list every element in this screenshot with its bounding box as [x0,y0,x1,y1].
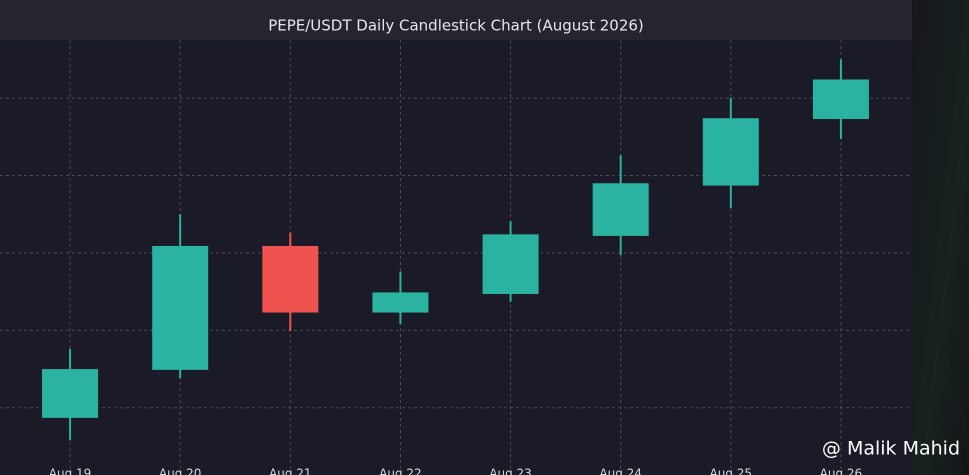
candle-body [482,234,539,294]
x-tick-label: Aug 22 [379,467,422,475]
candle-body [42,369,99,418]
x-tick-label: Aug 24 [599,467,642,475]
candle-body [812,79,869,119]
watermark: @ Malik Mahid [822,438,960,460]
chart-title: PEPE/USDT Daily Candlestick Chart (Augus… [268,17,644,35]
x-tick-label: Aug 23 [489,467,532,475]
x-tick-label: Aug 26 [820,467,863,475]
candle-body [262,245,319,313]
x-tick-label: Aug 21 [269,467,312,475]
x-tick-label: Aug 25 [710,467,753,475]
candle-body [702,118,759,186]
x-tick-label: Aug 20 [159,467,202,475]
title-bar [0,0,912,40]
x-tick-label: Aug 19 [49,467,92,475]
candle-body [592,183,649,236]
side-panel [912,0,969,475]
candle-body [152,245,209,370]
candle-body [372,292,429,313]
plot-area [0,40,912,475]
